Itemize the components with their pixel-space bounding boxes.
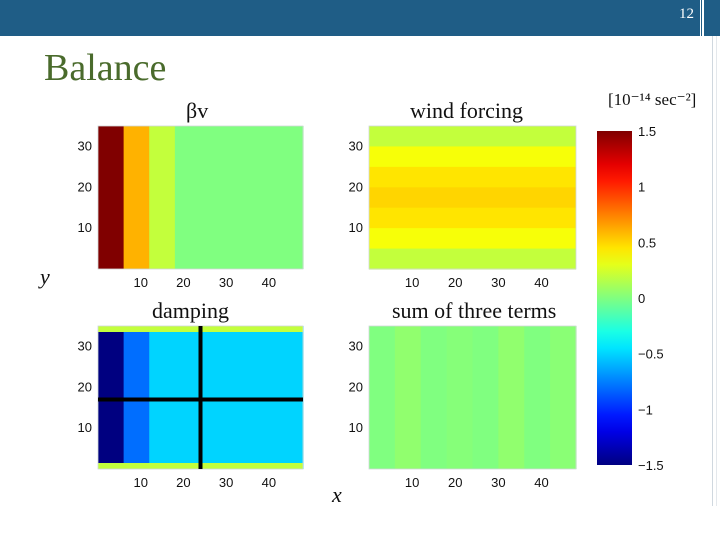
panel-title-sum: sum of three terms bbox=[392, 298, 557, 323]
heatmap-cell bbox=[200, 126, 227, 269]
heatmap-cell bbox=[174, 326, 202, 469]
colorbar-tick-label: −1 bbox=[638, 402, 653, 417]
x-tick-label: 10 bbox=[133, 475, 147, 490]
plot-frame bbox=[368, 325, 577, 470]
y-axis-label: y bbox=[40, 264, 50, 289]
plot-frame bbox=[368, 125, 577, 270]
heatmap-cell bbox=[369, 207, 576, 229]
page-number: 12 bbox=[679, 6, 694, 22]
x-tick-label: 10 bbox=[133, 275, 147, 290]
y-tick-label: 10 bbox=[78, 420, 92, 435]
colorbar-tick-label: 1.5 bbox=[638, 124, 656, 139]
x-tick-label: 20 bbox=[448, 475, 462, 490]
heatmap-cell bbox=[123, 126, 150, 269]
x-tick-label: 30 bbox=[491, 275, 505, 290]
x-tick-label: 20 bbox=[176, 275, 190, 290]
x-tick-label: 20 bbox=[448, 275, 462, 290]
heatmap-cell bbox=[123, 326, 150, 469]
y-tick-label: 30 bbox=[78, 138, 92, 153]
plot-frame bbox=[97, 125, 304, 270]
panel-title-wind-forcing: wind forcing bbox=[410, 98, 524, 123]
heatmap-cell bbox=[226, 126, 253, 269]
heatmap-cell bbox=[369, 248, 576, 270]
heatmap-cell bbox=[524, 326, 551, 469]
x-tick-label: 40 bbox=[534, 275, 548, 290]
heatmap-cell bbox=[174, 126, 202, 269]
colorbar-tick-label: 0.5 bbox=[638, 235, 656, 250]
heatmap-cell bbox=[200, 326, 227, 469]
heatmap-cell bbox=[277, 126, 304, 269]
x-tick-label: 20 bbox=[176, 475, 190, 490]
heatmap-cell bbox=[149, 326, 176, 469]
heatmap-cell bbox=[369, 126, 576, 148]
heatmap-cell bbox=[277, 326, 304, 469]
colorbar-tick-label: −0.5 bbox=[638, 347, 664, 362]
heatmap-cell bbox=[369, 228, 576, 250]
y-tick-label: 20 bbox=[78, 379, 92, 394]
heatmap-cell bbox=[369, 166, 576, 188]
heatmap-peak bbox=[100, 146, 104, 237]
top-bar-right bbox=[704, 0, 720, 36]
slide-title: Balance bbox=[44, 47, 167, 89]
heatmap-cell bbox=[420, 326, 448, 469]
x-tick-label: 40 bbox=[262, 275, 276, 290]
x-axis-label: x bbox=[332, 482, 342, 507]
heatmap-cell bbox=[498, 326, 525, 469]
colorbar bbox=[597, 131, 632, 465]
y-tick-label: 20 bbox=[349, 179, 363, 194]
panel-title-damping: damping bbox=[152, 298, 229, 323]
y-tick-label: 30 bbox=[349, 138, 363, 153]
x-tick-label: 30 bbox=[491, 475, 505, 490]
x-tick-label: 10 bbox=[405, 275, 419, 290]
heatmap-cell bbox=[446, 326, 474, 469]
heatmap-cell bbox=[369, 326, 396, 469]
y-tick-label: 20 bbox=[349, 379, 363, 394]
right-rule bbox=[712, 36, 713, 506]
heatmap-cell bbox=[251, 126, 278, 269]
colorbar-tick-label: 1 bbox=[638, 180, 645, 195]
colorbar-tick-label: 0 bbox=[638, 291, 645, 306]
right-rule-2 bbox=[716, 36, 717, 506]
heatmap-min bbox=[98, 358, 104, 437]
x-tick-label: 40 bbox=[534, 475, 548, 490]
top-bar bbox=[0, 0, 700, 36]
colorbar-tick-label: −1.5 bbox=[638, 458, 664, 473]
heatmap-cell bbox=[550, 326, 577, 469]
x-tick-label: 30 bbox=[219, 275, 233, 290]
heatmap-cell bbox=[251, 326, 278, 469]
heatmap-cell bbox=[369, 187, 576, 209]
y-tick-label: 30 bbox=[78, 338, 92, 353]
y-tick-label: 10 bbox=[78, 220, 92, 235]
y-tick-label: 20 bbox=[78, 179, 92, 194]
y-tick-label: 10 bbox=[349, 420, 363, 435]
heatmap-cell bbox=[394, 326, 422, 469]
heatmap-cell bbox=[226, 326, 253, 469]
panel-title-beta-v: βv bbox=[186, 98, 209, 123]
x-tick-label: 40 bbox=[262, 475, 276, 490]
heatmap-cell bbox=[369, 146, 576, 168]
y-tick-label: 30 bbox=[349, 338, 363, 353]
top-bar-divider bbox=[701, 0, 702, 36]
y-tick-label: 10 bbox=[349, 220, 363, 235]
x-tick-label: 10 bbox=[405, 475, 419, 490]
heatmap-cell bbox=[472, 326, 499, 469]
heatmap-cell bbox=[149, 126, 176, 269]
colorbar-units: [10⁻¹⁴ sec⁻²] bbox=[608, 90, 697, 109]
x-tick-label: 30 bbox=[219, 475, 233, 490]
